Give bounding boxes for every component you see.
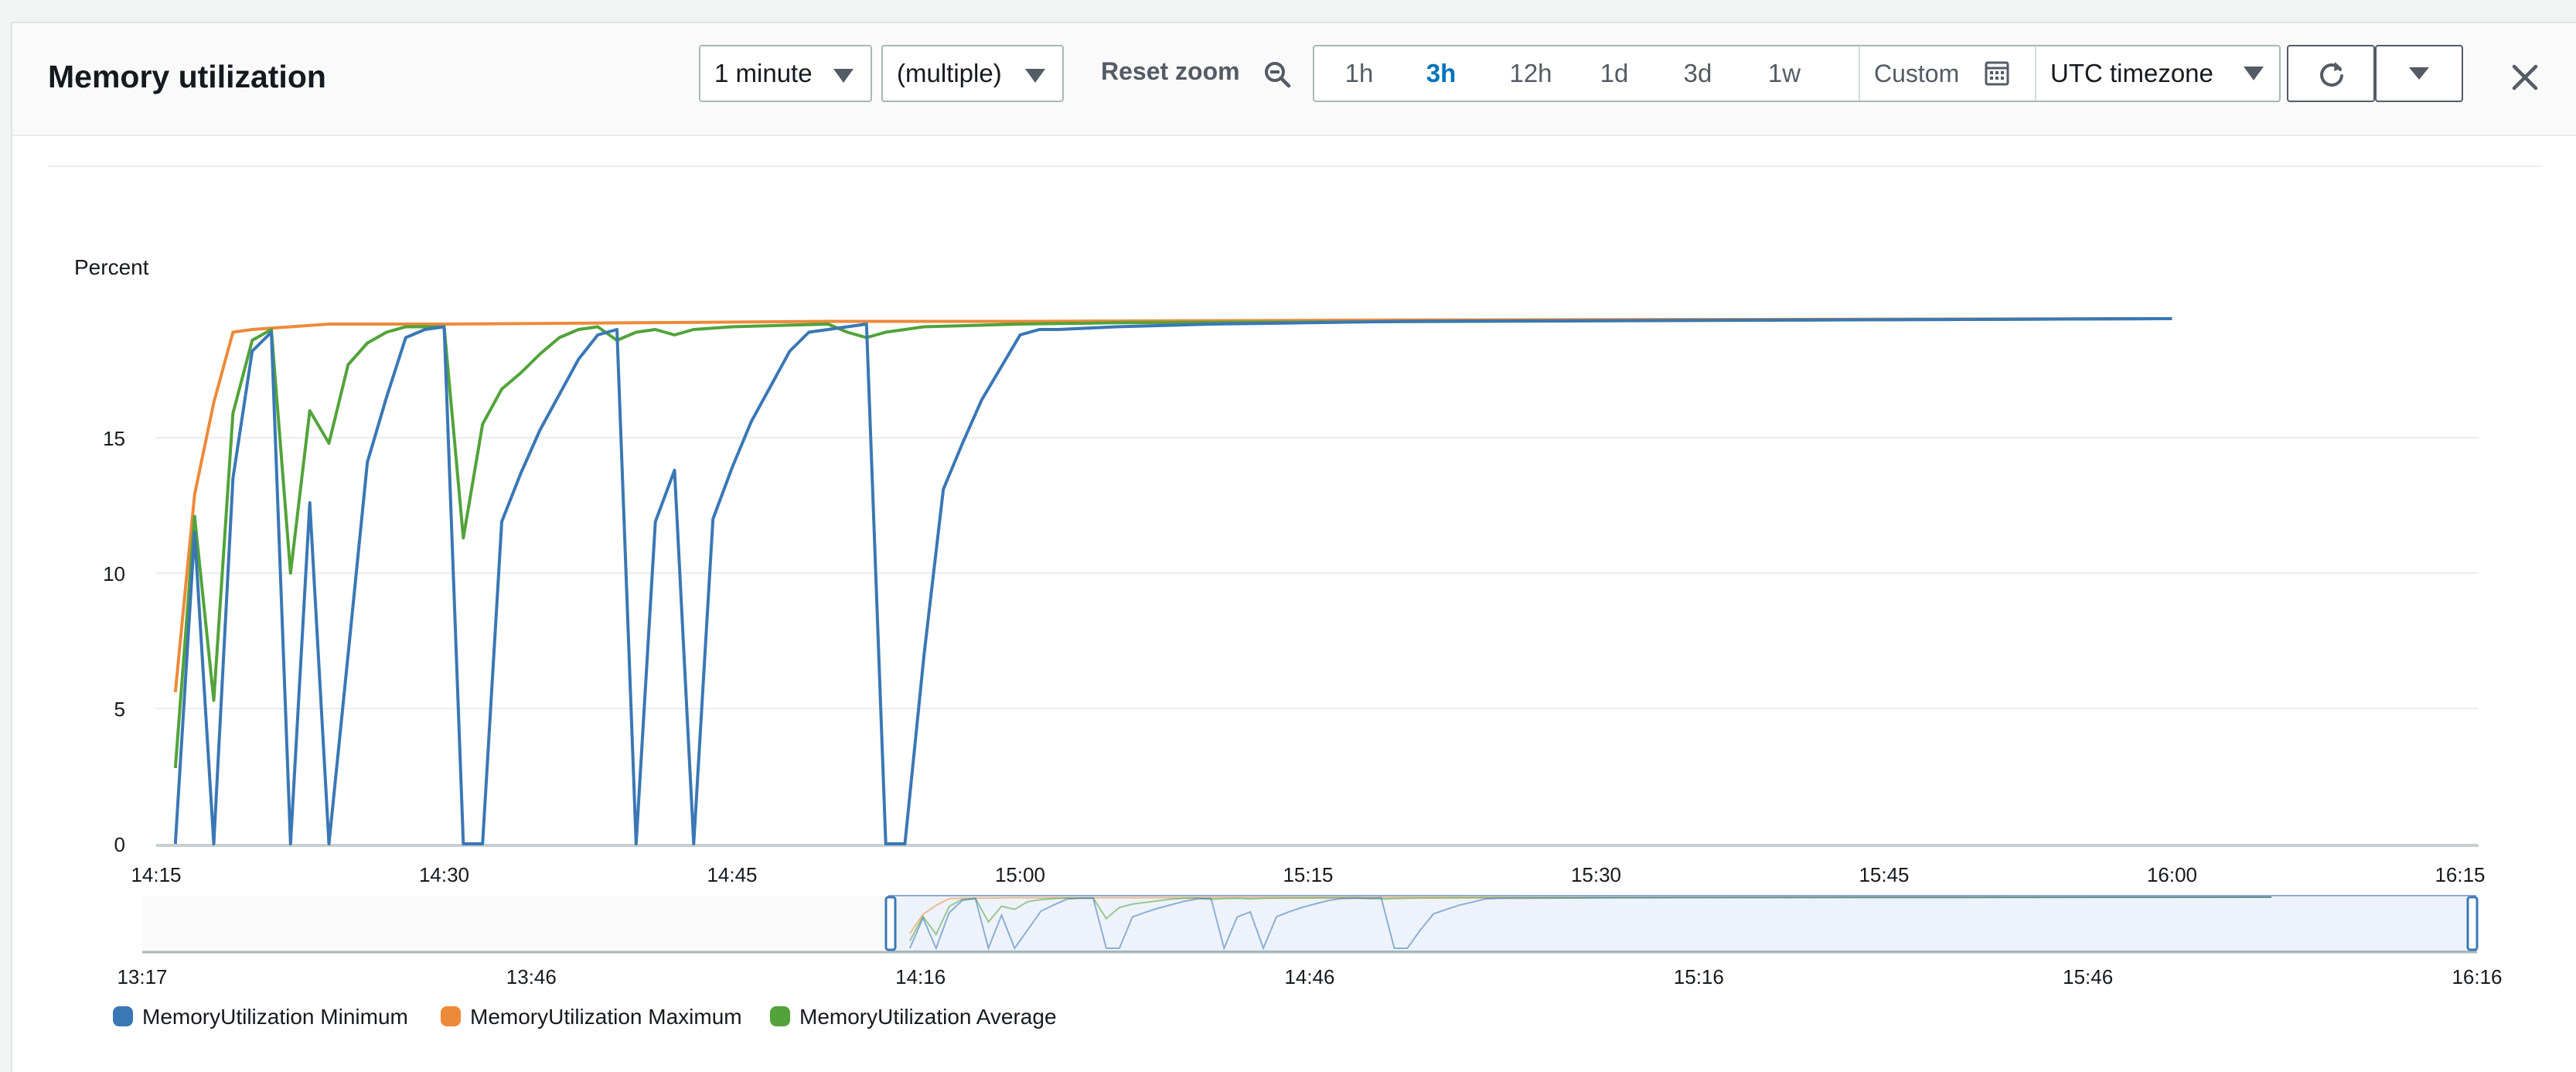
legend-swatch — [113, 1006, 133, 1026]
y-tick-label: 10 — [103, 562, 125, 586]
period-select[interactable]: 1 minute — [699, 45, 872, 102]
chart-grid — [156, 437, 2479, 847]
widget-header: Memory utilization 1 minute (multiple) R… — [12, 23, 2576, 136]
caret-down-icon — [2244, 67, 2264, 80]
y-tick-label: 0 — [114, 833, 125, 856]
calendar-icon[interactable] — [1984, 60, 2010, 87]
navigator-tick-label: 13:46 — [506, 965, 557, 988]
navigator-tick-label: 16:16 — [2452, 965, 2502, 988]
x-tick-label: 15:15 — [1283, 863, 1333, 886]
legend-label: MemoryUtilization Average — [799, 1005, 1057, 1029]
reset-zoom-button[interactable]: Reset zoom — [1101, 57, 1240, 85]
series-line-0 — [173, 317, 2172, 845]
y-tick-label: 15 — [103, 427, 125, 450]
navigator-right-handle[interactable] — [2466, 896, 2479, 951]
series-line-2 — [173, 317, 2172, 769]
range-12h[interactable]: 12h — [1509, 59, 1552, 87]
series-line-1 — [173, 317, 2172, 693]
statistic-select[interactable]: (multiple) — [881, 45, 1064, 102]
range-3h[interactable]: 3h — [1426, 59, 1457, 87]
range-1h[interactable]: 1h — [1344, 59, 1374, 87]
y-axis-label: Percent — [74, 255, 149, 279]
chart-series — [173, 317, 2172, 845]
refresh-icon — [2320, 62, 2343, 87]
legend-item[interactable]: MemoryUtilization Maximum — [441, 1005, 742, 1029]
time-navigator[interactable]: 13:17 13:46 14:16 14:46 15:16 15:46 16:16 — [117, 895, 2503, 988]
y-axis-ticks: 0 5 10 15 — [103, 427, 125, 856]
navigator-tick-label: 14:46 — [1284, 965, 1334, 988]
range-separator — [2035, 46, 2036, 101]
range-1d[interactable]: 1d — [1600, 59, 1629, 87]
range-1w[interactable]: 1w — [1767, 59, 1801, 87]
custom-range-button[interactable]: Custom — [1874, 60, 1960, 87]
refresh-button[interactable] — [2287, 45, 2375, 102]
legend-swatch — [770, 1006, 790, 1026]
x-tick-label: 14:15 — [131, 863, 181, 886]
range-separator — [1859, 46, 1860, 101]
x-tick-label: 15:45 — [1859, 863, 1909, 886]
y-tick-label: 5 — [114, 698, 125, 721]
range-3d[interactable]: 3d — [1683, 59, 1712, 87]
legend-item[interactable]: MemoryUtilization Minimum — [113, 1005, 408, 1029]
navigator-left-handle[interactable] — [884, 896, 897, 951]
x-tick-label: 14:45 — [707, 863, 757, 886]
period-select-value: 1 minute — [714, 59, 813, 87]
navigator-tick-label: 15:16 — [1674, 965, 1724, 988]
x-tick-label: 16:00 — [2147, 863, 2197, 886]
x-tick-label: 16:15 — [2435, 863, 2485, 886]
caret-down-icon — [1025, 69, 1045, 83]
navigator-line-0 — [908, 896, 2272, 951]
x-tick-label: 15:30 — [1571, 863, 1621, 886]
x-axis-ticks: 14:15 14:30 14:45 15:00 15:15 15:30 15:45 16:00… — [131, 863, 2485, 886]
navigator-series — [908, 896, 2272, 951]
close-icon[interactable] — [2511, 63, 2539, 91]
statistic-select-value: (multiple) — [897, 59, 1002, 87]
caret-down-icon — [833, 69, 854, 83]
widget-title: Memory utilization — [48, 59, 326, 94]
navigator-ticks: 13:17 13:46 14:16 14:46 15:16 15:46 16:16 — [117, 965, 2502, 988]
navigator-tick-label: 14:16 — [895, 965, 946, 988]
x-tick-label: 15:00 — [995, 863, 1045, 886]
navigator-selection[interactable] — [888, 895, 2476, 952]
caret-down-icon — [2409, 67, 2429, 80]
timezone-select[interactable]: UTC timezone — [2036, 46, 2281, 101]
legend-label: MemoryUtilization Minimum — [142, 1005, 408, 1029]
legend-label: MemoryUtilization Maximum — [470, 1005, 742, 1029]
x-tick-label: 14:30 — [419, 863, 469, 886]
refresh-options-button[interactable] — [2375, 45, 2463, 102]
time-range-group: 1h 3h 12h 1d 3d 1w Custom UTC timezone — [1313, 45, 2281, 102]
navigator-tick-label: 15:46 — [2063, 965, 2113, 988]
timezone-select-value: UTC timezone — [2050, 59, 2213, 87]
navigator-tick-label: 13:17 — [117, 965, 167, 988]
header-divider — [48, 166, 2542, 167]
legend-swatch — [441, 1006, 461, 1026]
legend-item[interactable]: MemoryUtilization Average — [770, 1005, 1057, 1029]
navigator-line-2 — [909, 896, 2272, 941]
zoom-out-icon[interactable] — [1262, 59, 1293, 90]
chart-legend: MemoryUtilization Minimum MemoryUtilizati… — [113, 1005, 1057, 1029]
